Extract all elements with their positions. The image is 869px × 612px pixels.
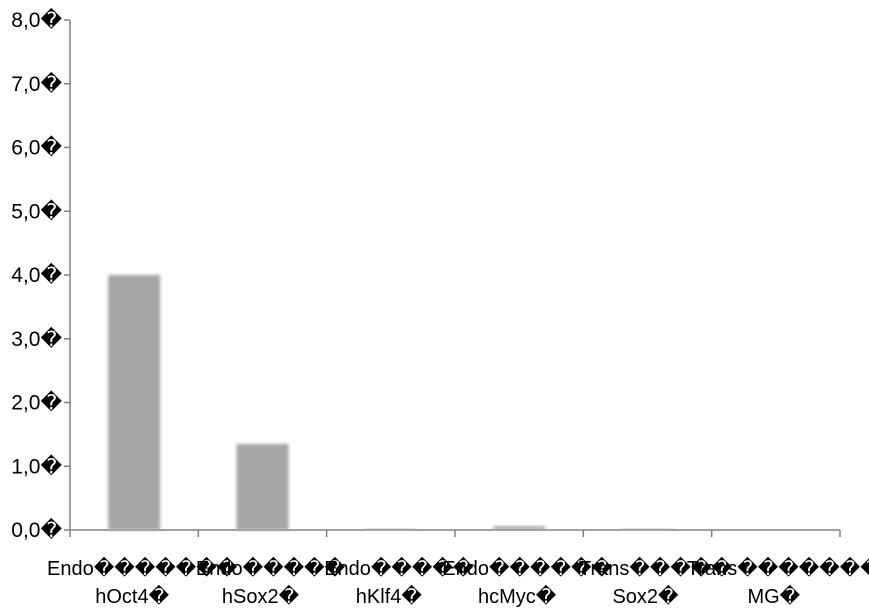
bar-series [108, 275, 674, 530]
y-tick-label: 7,0� [11, 71, 62, 96]
x-category-sublabel: hSox2� [222, 584, 300, 608]
y-tick-label: 2,0� [11, 390, 62, 415]
y-tick-label: 0,0� [11, 517, 62, 542]
x-category-label: Endo������ [442, 556, 612, 580]
y-tick-label: 3,0� [11, 326, 62, 351]
bar [364, 528, 417, 530]
x-category-sublabel: MG� [747, 584, 800, 608]
y-tick-label: 8,0� [11, 7, 62, 32]
bar [236, 443, 289, 530]
y-tick-label: 5,0� [11, 198, 62, 223]
x-category-sublabel: hcMyc� [478, 584, 557, 608]
y-tick-label: 6,0� [11, 135, 62, 160]
bar [621, 528, 674, 530]
x-category-sublabel: Sox2� [612, 584, 679, 608]
bar [493, 526, 546, 530]
x-category-sublabel: hKlf4� [356, 584, 423, 608]
x-category-label: Trans����� [579, 556, 732, 580]
x-category-label: Endo������� [47, 556, 238, 580]
x-axis: Endo������� hOct4� Endo����� hSox2� Endo����… [47, 529, 869, 608]
x-category-label: Endo����� [324, 556, 474, 580]
x-category-label: Trans������� [687, 556, 869, 580]
y-tick-label: 1,0� [11, 453, 62, 478]
x-category-label: Endo����� [196, 556, 346, 580]
x-category-sublabel: hOct4� [95, 584, 169, 608]
y-tick-label: 4,0� [11, 262, 62, 287]
bar [108, 275, 161, 530]
y-axis: 0,0� 1,0� 2,0� 3,0� 4,0� 5,0� 6,0� 7,0� 8,0� [11, 7, 71, 542]
